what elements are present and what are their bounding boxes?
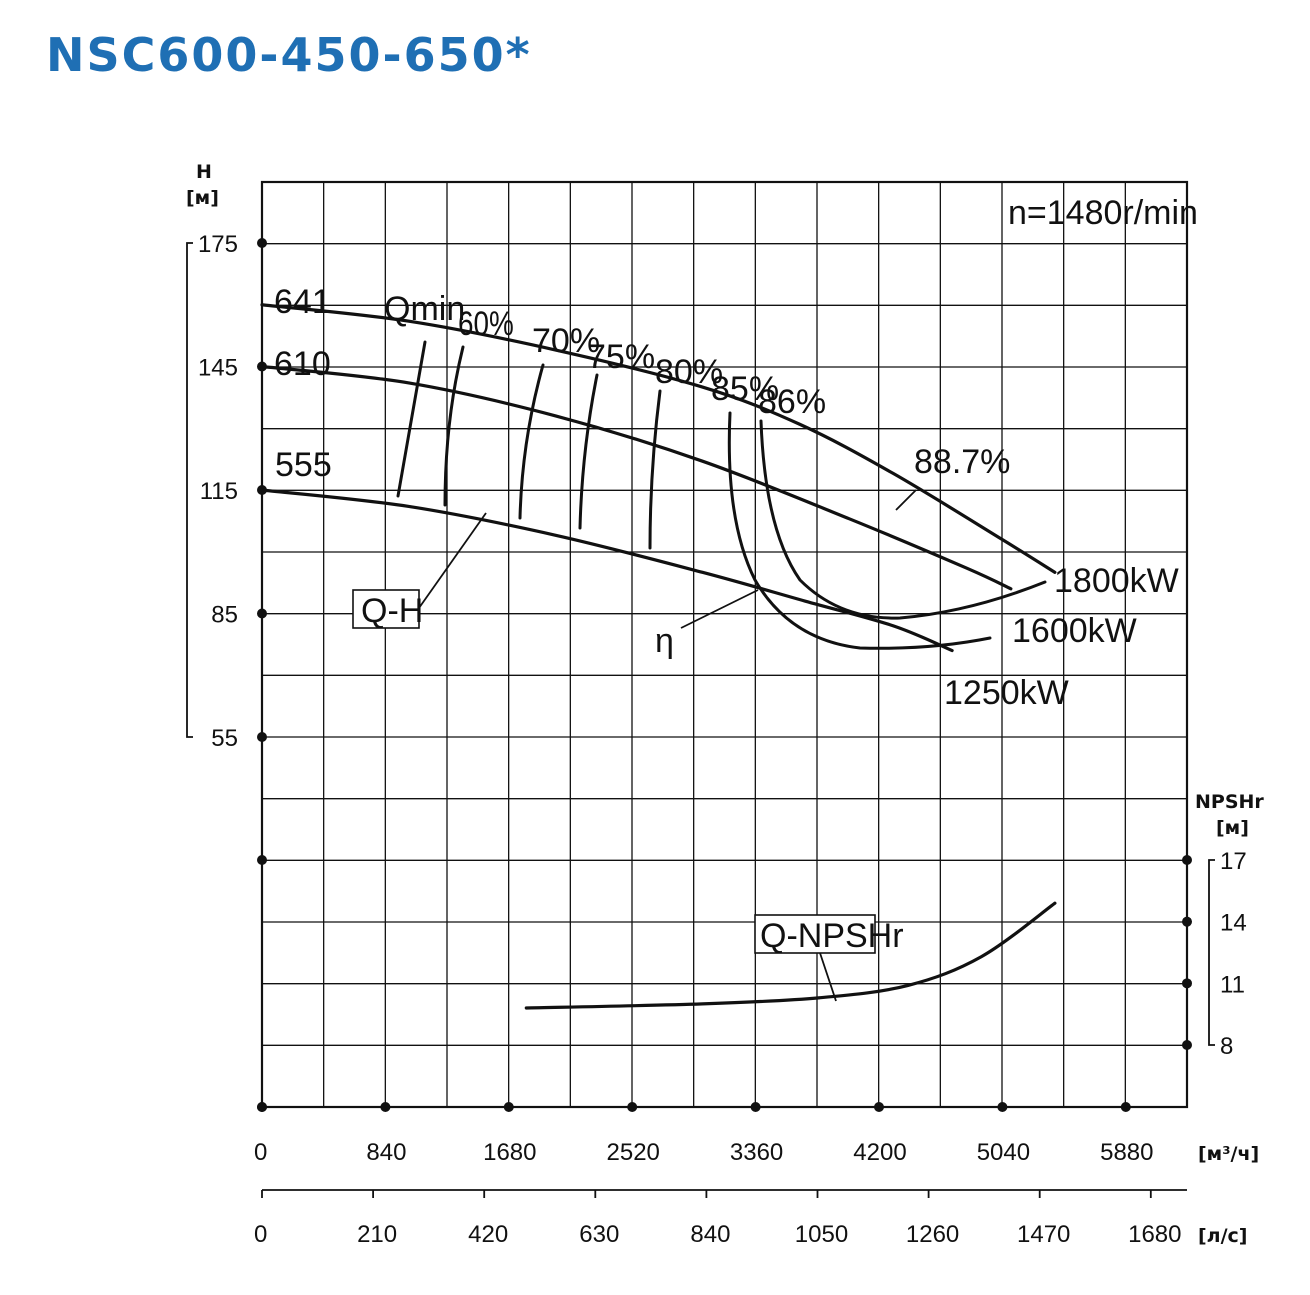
speed-label: n=1480r/min [1008, 194, 1198, 232]
npsh-axis-unit: [м] [1216, 817, 1249, 839]
eff-label-60: 60% [458, 304, 514, 342]
head-tick-dot [257, 238, 267, 248]
npsh-axis-bracket [1208, 859, 1215, 1046]
eff-line-85 [727, 411, 992, 650]
x-tick-label-m3h: 840 [366, 1139, 406, 1166]
curve-label-641: 641 [274, 283, 331, 321]
eff-887-leader [895, 489, 917, 511]
x-tick-dot [380, 1102, 391, 1112]
chart-grid [262, 182, 1187, 1107]
x-tick-label-m3h: 0 [254, 1139, 267, 1166]
eff-label-80: 80% [655, 353, 723, 391]
x-tick-dot [503, 1102, 514, 1112]
power-label-1250: 1250kW [944, 674, 1069, 712]
qh-curve-555 [260, 488, 954, 653]
power-label-1600: 1600kW [1012, 612, 1137, 650]
x-tick-label-ls: 0 [254, 1221, 267, 1248]
npsh-axis-ticks: 17 14 11 8 [1182, 848, 1247, 1060]
head-tick-dot [257, 732, 267, 742]
power-label-1800: 1800kW [1054, 562, 1179, 600]
npsh-label: Q-NPSHr [760, 917, 904, 955]
eta-leader [680, 589, 759, 629]
qh-curve-610 [260, 364, 1013, 591]
x-tick-dot [874, 1102, 884, 1112]
page-title: NSC600-450-650* [46, 28, 532, 82]
qmin-label: Qmin [384, 290, 465, 328]
npsh-tick-label: 11 [1220, 971, 1245, 998]
eff-line-60 [443, 345, 465, 507]
head-tick-label: 145 [198, 355, 238, 382]
x-tick-label-ls: 1680 [1128, 1221, 1181, 1248]
x-tick-label-ls: 1470 [1017, 1221, 1070, 1248]
npsh-tick-label: 14 [1220, 910, 1247, 937]
head-axis-bracket [186, 242, 193, 738]
npsh-tick-dot [1182, 916, 1192, 927]
head-tick-label: 55 [211, 725, 238, 752]
x-tick-label-ls: 630 [579, 1221, 619, 1248]
x-tick-label-m3h: 2520 [607, 1139, 660, 1166]
efficiency-lines [396, 340, 1047, 650]
head-tick-label: 175 [198, 231, 238, 258]
x-tick-label-m3h: 5880 [1100, 1139, 1153, 1166]
plot-frame [260, 180, 1189, 1109]
npshr-curve [524, 901, 1057, 1010]
x-tick-label-m3h: 4200 [853, 1139, 906, 1166]
x-tick-label-ls: 1050 [795, 1221, 848, 1248]
x-axis-unit-ls: [л/с] [1198, 1225, 1248, 1247]
npsh-axis-label: NPSHr [1195, 791, 1264, 813]
eta-label: η [655, 622, 674, 660]
head-axis-unit: [м] [186, 187, 219, 209]
x-tick-label-ls: 420 [468, 1221, 508, 1248]
x-tick-dot [750, 1102, 761, 1112]
qh-label: Q-H [361, 592, 423, 630]
qh-leader [418, 512, 487, 609]
x-tick-label-m3h: 5040 [977, 1139, 1030, 1166]
eff-label-86: 86% [758, 383, 826, 421]
curve-label-555: 555 [275, 446, 332, 484]
qh-curve-641 [260, 303, 1057, 574]
npsh-tick-dot [1182, 1040, 1192, 1051]
eff-line-80 [648, 389, 662, 550]
x-tick-label-m3h: 1680 [483, 1139, 536, 1166]
eff-line-75 [578, 373, 599, 530]
npsh-leader [819, 952, 837, 1002]
eff-label-75: 75% [587, 338, 655, 376]
x-tick-label-ls: 1260 [906, 1221, 959, 1248]
eff-line-86 [759, 419, 1047, 620]
eff-label-887: 88.7% [914, 443, 1010, 481]
head-tick-label: 85 [211, 602, 238, 629]
x-axis-ticks-ls: 0 210 420 630 840 1050 1260 1470 1680 [254, 1190, 1181, 1248]
qh-curves [260, 303, 1057, 653]
eff-label-85: 85% [711, 370, 779, 408]
x-axis-unit-m3h: [м³/ч] [1198, 1143, 1259, 1165]
curve-label-610: 610 [274, 345, 331, 383]
x-tick-label-ls: 840 [690, 1221, 730, 1248]
npsh-label-box [754, 914, 876, 954]
x-tick-dot [627, 1102, 638, 1112]
npsh-tick-dot [1182, 855, 1192, 865]
x-tick-dot [1120, 1102, 1131, 1112]
x-tick-label-ls: 210 [357, 1221, 397, 1248]
head-tick-dot [257, 608, 267, 619]
head-axis-label: H [196, 161, 212, 183]
qh-label-box [352, 589, 420, 629]
x-tick-dot [257, 1102, 267, 1112]
npsh-tick-dot [1182, 978, 1192, 989]
x-tick-label-m3h: 3360 [730, 1139, 783, 1166]
x-tick-dot [997, 1102, 1008, 1112]
head-tick-label: 115 [200, 478, 238, 505]
head-axis-ticks: 175 145 115 85 55 [198, 231, 267, 1112]
x-axis-ticks-m3h: 0 840 1680 2520 3360 4200 5040 5880 [254, 1102, 1153, 1166]
qmin-line [396, 340, 427, 498]
npsh-tick-label: 17 [1220, 848, 1247, 875]
npsh-tick-label: 8 [1220, 1033, 1233, 1060]
eff-line-70 [518, 363, 545, 520]
axis-dot [257, 855, 267, 865]
eff-label-70: 70% [532, 322, 600, 360]
